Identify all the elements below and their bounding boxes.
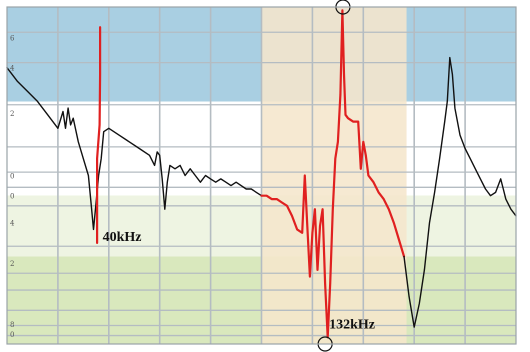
plot-frame — [6, 6, 517, 345]
y-tick-label-5: 0 — [10, 193, 14, 201]
series-lines — [6, 9, 517, 339]
y-tick-label-1: 6 — [10, 34, 15, 42]
series-line-2 — [96, 26, 102, 244]
y-tick-label-2: 4 — [10, 65, 15, 73]
y-tick-label-6: 4 — [10, 220, 15, 228]
series-line-3 — [260, 9, 406, 339]
annotation-label-1: 40kHz — [103, 230, 142, 245]
y-tick-label-8: 8 — [10, 321, 14, 329]
y-tick-label-4: 0 — [10, 173, 14, 181]
y-tick-label-9: 0 — [10, 331, 14, 339]
annotation-label-2: 132kHz — [329, 318, 375, 333]
y-tick-label-7: 2 — [10, 260, 14, 268]
y-tick-labels: 6 4 2 0 0 4 2 8 0 — [10, 34, 15, 339]
series-line-1 — [6, 67, 263, 231]
y-tick-label-3: 2 — [10, 110, 14, 118]
chart-grid — [7, 7, 516, 344]
chart-annotations: 40kHz 132kHz — [103, 230, 375, 333]
series-line-4 — [403, 56, 517, 328]
